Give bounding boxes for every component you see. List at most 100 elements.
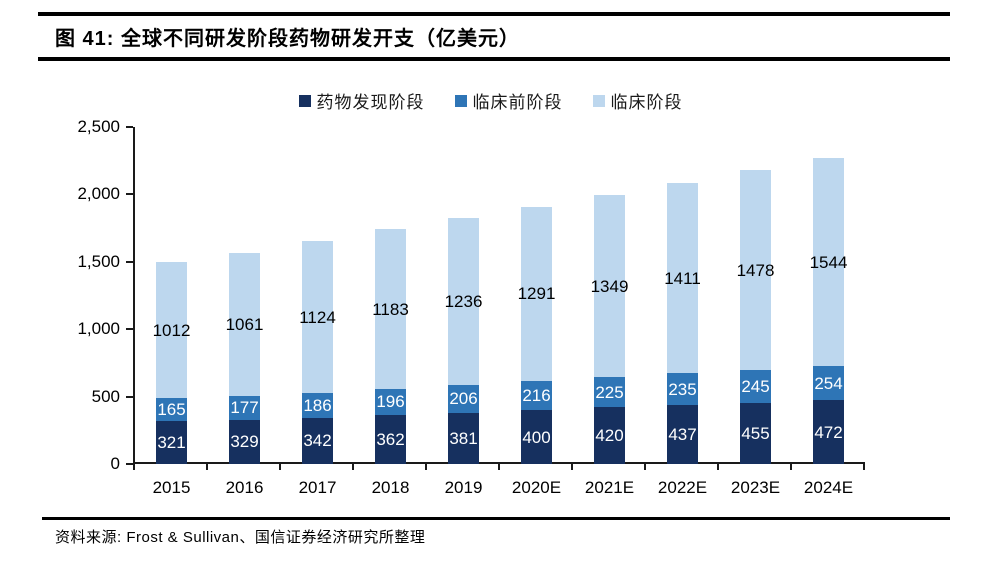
bar-value-label: 1544 (809, 252, 848, 272)
bar-value-label: 245 (741, 376, 770, 396)
x-axis-category-label: 2016 (225, 478, 264, 497)
figure-title: 图 41: 全球不同研发阶段药物研发开支（亿美元） (55, 22, 935, 51)
legend-item: 临床前阶段 (454, 88, 563, 113)
bar-value-label: 420 (595, 426, 624, 446)
x-axis-tick (644, 463, 646, 470)
bar-segment-clinical: 1012 (153, 262, 190, 399)
x-axis-category-label: 2020E (511, 478, 562, 497)
bar-segment-clinical: 1478 (737, 170, 774, 370)
bar-segment-clinical: 1291 (518, 206, 555, 381)
x-axis-tick (133, 463, 135, 470)
x-axis-category-label: 2024E (803, 478, 854, 497)
bar-value-label: 1291 (517, 284, 556, 304)
x-axis-category-label: 2017 (298, 478, 337, 497)
bar-segment-preclinical: 177 (229, 395, 260, 420)
y-axis-tick (126, 260, 133, 263)
y-axis-tick-label: 1,500 (77, 251, 120, 271)
x-axis-category-label: 2022E (657, 478, 708, 497)
y-axis-tick (126, 193, 133, 196)
bar-segment-clinical: 1183 (372, 229, 409, 389)
bar-value-label: 186 (303, 395, 332, 415)
bar-segment-preclinical: 254 (813, 366, 844, 401)
x-axis-tick (790, 463, 792, 470)
bar-value-label: 342 (303, 431, 332, 451)
x-axis-category-label: 2015 (152, 478, 191, 497)
bar-value-label: 165 (157, 400, 186, 420)
bar-value-label: 1349 (590, 276, 629, 296)
bar-segment-clinical: 1236 (445, 218, 482, 385)
bar-value-label: 216 (522, 386, 551, 405)
bar-value-label: 1236 (444, 292, 483, 312)
y-axis-tick (126, 395, 133, 398)
bar-value-label: 455 (741, 423, 770, 443)
bar-segment-clinical: 1349 (591, 195, 628, 378)
bar-segment-clinical: 1411 (664, 183, 701, 374)
figure-title-text: 全球不同研发阶段药物研发开支（亿美元） (121, 28, 521, 50)
bar-value-label: 437 (668, 425, 697, 445)
x-axis-tick (498, 463, 500, 470)
bar-segment-discovery: 400 (521, 410, 552, 464)
y-axis-tick-label: 2,500 (77, 117, 120, 136)
bar-segment-preclinical: 235 (667, 373, 698, 406)
legend-swatch-icon (454, 94, 467, 107)
x-axis-category-label: 2018 (371, 478, 410, 497)
bar-value-label: 1183 (372, 299, 409, 319)
bar-value-label: 196 (376, 392, 405, 412)
bar-value-label: 400 (522, 427, 551, 447)
bar-value-label: 206 (449, 389, 478, 409)
y-axis-tick-label: 1,000 (77, 319, 120, 339)
bar-value-label: 321 (157, 432, 186, 452)
y-axis-tick-label: 500 (91, 386, 120, 406)
bar-value-label: 254 (814, 373, 843, 393)
y-axis-tick-label: 0 (110, 454, 120, 473)
legend-label: 药物发现阶段 (316, 93, 425, 112)
bar-segment-clinical: 1061 (226, 252, 263, 396)
figure-label: 图 41: (55, 28, 115, 50)
x-axis-tick (279, 463, 281, 470)
x-axis-tick (863, 463, 865, 470)
x-axis-category-label: 2021E (584, 478, 635, 497)
source-text: 资料来源: Frost & Sullivan、国信证券经济研究所整理 (55, 529, 426, 546)
x-axis-tick (717, 463, 719, 470)
x-axis-category-label: 2019 (444, 478, 483, 497)
bar-value-label: 381 (449, 428, 478, 448)
header-bottom-rule (38, 57, 950, 61)
bar-value-label: 1411 (664, 268, 701, 288)
bar-value-label: 329 (230, 432, 259, 452)
bar-value-label: 1478 (736, 260, 775, 280)
legend-item: 临床阶段 (592, 88, 683, 113)
x-axis-tick (571, 463, 573, 470)
legend-item: 药物发现阶段 (298, 88, 425, 113)
x-axis-tick (352, 463, 354, 470)
bar-segment-preclinical: 206 (448, 384, 479, 413)
bar-segment-discovery: 437 (667, 405, 698, 464)
y-axis-tick-label: 2,000 (77, 184, 120, 204)
chart-legend: 药物发现阶段 临床前阶段 临床阶段 (0, 88, 981, 113)
y-axis-tick (126, 328, 133, 331)
bar-segment-preclinical: 216 (521, 380, 552, 411)
bar-segment-preclinical: 186 (302, 392, 333, 418)
bar-segment-clinical: 1544 (810, 158, 847, 367)
legend-swatch-icon (298, 94, 311, 107)
bar-value-label: 225 (595, 382, 624, 402)
bar-segment-discovery: 329 (229, 419, 260, 464)
bar-value-label: 472 (814, 422, 843, 442)
bar-value-label: 235 (668, 379, 697, 399)
x-axis-category-label: 2023E (730, 478, 781, 497)
bar-segment-discovery: 455 (740, 402, 771, 464)
footer-rule (42, 517, 950, 520)
bar-segment-discovery: 321 (156, 420, 187, 464)
legend-label: 临床阶段 (610, 93, 683, 112)
y-axis-tick (126, 126, 133, 128)
x-axis-tick (425, 463, 427, 470)
legend-swatch-icon (592, 94, 605, 107)
y-axis-tick (126, 463, 133, 465)
bar-value-label: 1012 (152, 320, 191, 340)
x-axis-tick (206, 463, 208, 470)
bar-segment-clinical: 1124 (299, 241, 336, 393)
bar-segment-preclinical: 245 (740, 369, 771, 403)
bar-segment-preclinical: 196 (375, 388, 406, 416)
bar-segment-discovery: 342 (302, 417, 333, 464)
